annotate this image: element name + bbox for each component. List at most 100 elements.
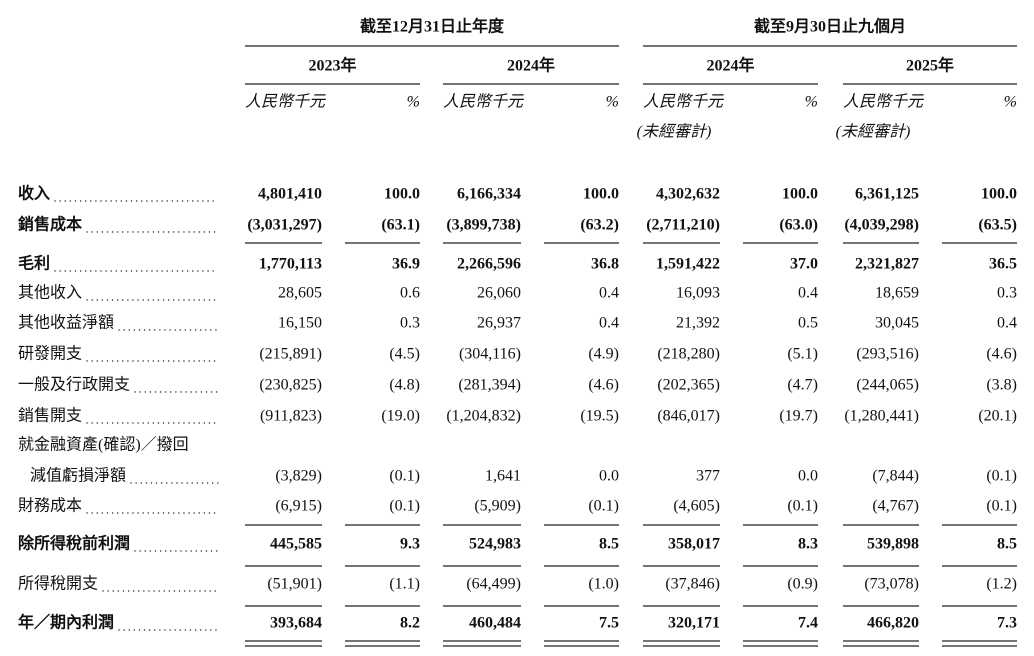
- cell-value: (4.5): [389, 346, 420, 363]
- row-label: 研發開支: [18, 345, 82, 363]
- cell-value: 8.2: [400, 615, 420, 632]
- cell-value: (244,065): [856, 377, 919, 394]
- year-header: 2025年: [906, 56, 954, 75]
- cell-value: (63.0): [779, 217, 818, 234]
- cell-value: (3.8): [986, 377, 1017, 394]
- cell-value: 0.0: [599, 468, 619, 485]
- cell-value: (4.6): [588, 377, 619, 394]
- cell-value: (0.9): [787, 576, 818, 593]
- unit-label: 人民幣千元: [443, 93, 525, 111]
- cell-value: (37,846): [665, 576, 720, 593]
- year-header: 2024年: [706, 56, 754, 75]
- cell-value: (4.9): [588, 346, 619, 363]
- cell-value: 100.0: [583, 186, 619, 203]
- cell-value: 36.8: [591, 256, 619, 273]
- cell-value: 16,150: [278, 315, 322, 332]
- cell-value: (1,280,441): [844, 408, 919, 425]
- cell-value: (0.1): [986, 498, 1017, 515]
- cell-value: 466,820: [867, 615, 919, 632]
- cell-value: 26,937: [477, 315, 521, 332]
- cell-value: (51,901): [267, 576, 322, 593]
- cell-value: 0.6: [400, 285, 420, 302]
- cell-value: (19.5): [580, 408, 619, 425]
- unit-label: 人民幣千元: [843, 93, 925, 111]
- cell-value: 8.3: [798, 536, 818, 553]
- year-header: 2024年: [507, 56, 555, 75]
- cell-value: 1,770,113: [259, 256, 322, 273]
- cell-value: (63.5): [978, 217, 1017, 234]
- cell-value: 358,017: [668, 536, 720, 553]
- cell-value: (304,116): [459, 346, 521, 363]
- cell-value: (0.1): [787, 498, 818, 515]
- cell-value: (63.2): [580, 217, 619, 234]
- cell-value: (293,516): [856, 346, 919, 363]
- cell-value: 460,484: [469, 615, 521, 632]
- cell-value: (1.1): [389, 576, 420, 593]
- cell-value: 524,983: [469, 536, 521, 553]
- cell-value: 7.4: [798, 615, 818, 632]
- unit-label: %: [407, 94, 420, 111]
- cell-value: 2,266,596: [457, 256, 521, 273]
- row-label: 銷售開支: [18, 407, 82, 425]
- cell-value: (281,394): [458, 377, 521, 394]
- cell-value: 4,801,410: [258, 186, 322, 203]
- row-label: 收入: [18, 184, 50, 203]
- group-title: 截至12月31日止年度: [360, 17, 505, 36]
- cell-value: (4,767): [872, 498, 919, 515]
- cell-value: (4,039,298): [844, 217, 919, 234]
- cell-value: 0.4: [798, 285, 818, 302]
- cell-value: 8.5: [997, 536, 1017, 553]
- cell-value: 0.3: [400, 315, 420, 332]
- cell-value: 8.5: [599, 536, 619, 553]
- year-header: 2023年: [308, 56, 356, 75]
- cell-value: 320,171: [668, 615, 720, 632]
- cell-value: 16,093: [676, 285, 720, 302]
- cell-value: (3,031,297): [247, 217, 322, 234]
- cell-value: 100.0: [981, 186, 1017, 203]
- row-label: 毛利: [18, 254, 50, 273]
- cell-value: (202,365): [657, 377, 720, 394]
- unit-label: 人民幣千元: [643, 93, 725, 111]
- cell-value: (64,499): [466, 576, 521, 593]
- cell-value: (0.1): [389, 468, 420, 485]
- cell-value: (5,909): [474, 498, 521, 515]
- cell-value: (3,899,738): [446, 217, 521, 234]
- group-title: 截至9月30日止九個月: [754, 17, 906, 36]
- cell-value: (0.1): [389, 498, 420, 515]
- cell-value: 0.5: [798, 315, 818, 332]
- cell-value: (19.0): [381, 408, 420, 425]
- unit-label: %: [805, 94, 818, 111]
- cell-value: 7.5: [599, 615, 619, 632]
- cell-value: (1,204,832): [446, 408, 521, 425]
- cell-value: 18,659: [875, 285, 919, 302]
- row-label: 年／期內利潤: [18, 613, 114, 632]
- cell-value: (3,829): [275, 468, 322, 485]
- cell-value: (4.8): [389, 377, 420, 394]
- row-label: 就金融資產(確認)／撥回: [18, 436, 189, 454]
- row-label: 其他收入: [18, 284, 82, 302]
- cell-value: 1,641: [485, 468, 521, 485]
- cell-value: 7.3: [997, 615, 1017, 632]
- cell-value: (4.6): [986, 346, 1017, 363]
- row-label: 除所得稅前利潤: [18, 534, 130, 553]
- cell-value: 2,321,827: [855, 256, 919, 273]
- cell-value: 100.0: [782, 186, 818, 203]
- cell-value: 36.5: [989, 256, 1017, 273]
- cell-value: 4,302,632: [656, 186, 720, 203]
- unit-note: (未經審計): [637, 123, 712, 141]
- cell-value: 100.0: [384, 186, 420, 203]
- cell-value: (7,844): [872, 468, 919, 485]
- cell-value: 9.3: [400, 536, 420, 553]
- cell-value: (73,078): [864, 576, 919, 593]
- cell-value: (1.2): [986, 576, 1017, 593]
- cell-value: (215,891): [259, 346, 322, 363]
- cell-value: (19.7): [779, 408, 818, 425]
- cell-value: 37.0: [790, 256, 818, 273]
- cell-value: 0.4: [599, 315, 619, 332]
- cell-value: 26,060: [477, 285, 521, 302]
- cell-value: (0.1): [588, 498, 619, 515]
- cell-value: (2,711,210): [646, 217, 720, 234]
- row-label: 減值虧損淨額: [30, 467, 126, 485]
- cell-value: 0.0: [798, 468, 818, 485]
